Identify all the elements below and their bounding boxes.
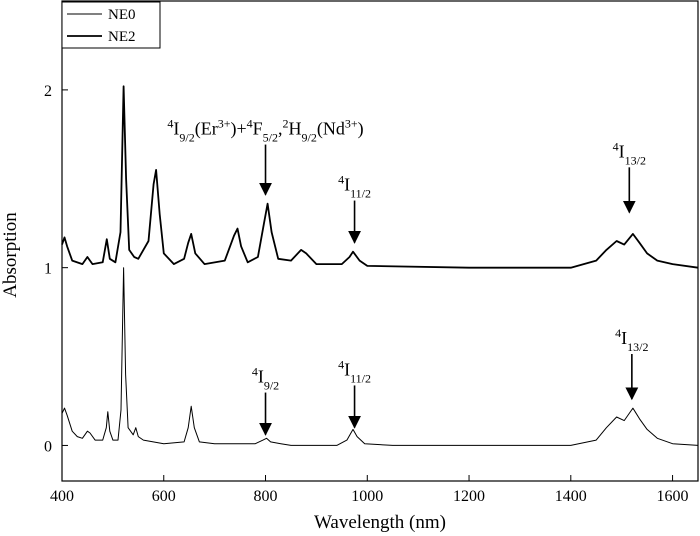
annotation: 4I9/2: [252, 365, 279, 393]
annotation-part: (Nd: [317, 119, 345, 140]
annotation-part: ): [358, 119, 364, 140]
legend-box: [61, 1, 161, 49]
x-axis-label: Wavelength (nm): [314, 512, 446, 533]
annotation-part: I: [173, 119, 179, 139]
annotation-part: I: [344, 359, 350, 379]
annotation-part: 4: [167, 117, 173, 131]
annotation-part: (Er: [195, 119, 218, 140]
annotation-part: 4: [613, 139, 619, 153]
annotation: 4I13/2: [615, 326, 648, 354]
annotation-part: ,: [278, 119, 283, 139]
series-line: [61, 267, 699, 446]
annotation-part: F: [253, 119, 263, 139]
annotation-part: H: [289, 119, 302, 139]
y-tick-label: 2: [44, 83, 52, 100]
y-tick-label: 1: [44, 261, 52, 278]
legend-label: NE2: [108, 29, 136, 45]
annotation: 4I9/2(Er3+)+4F5/2,2H9/2(Nd3+): [167, 117, 363, 145]
annotation-part: 3+: [218, 117, 231, 131]
annotation-part: 13/2: [625, 153, 646, 167]
annotation-part: 11/2: [350, 371, 371, 385]
annotation-part: 2: [283, 117, 289, 131]
plot-frame: [61, 0, 699, 482]
annotation-part: )+: [231, 119, 247, 140]
x-tick-label: 600: [152, 488, 176, 505]
legend-label: NE0: [108, 7, 136, 23]
annotation-part: 4: [338, 173, 344, 187]
annotation-part: 9/2: [264, 379, 279, 393]
annotation: 4I11/2: [338, 357, 371, 385]
y-tick-label: 0: [44, 438, 52, 455]
annotation-part: I: [619, 141, 625, 161]
annotation-part: 3+: [345, 117, 358, 131]
x-tick-label: 1400: [555, 488, 587, 505]
x-tick-label: 800: [254, 488, 278, 505]
annotation-part: I: [344, 175, 350, 195]
annotation-part: 11/2: [350, 187, 371, 201]
annotation-part: 4: [615, 326, 621, 340]
series-line: [61, 85, 699, 269]
annotation-part: 4: [338, 357, 344, 371]
y-axis-label: Absorption: [0, 212, 21, 298]
x-tick-label: 1600: [657, 488, 689, 505]
annotation-part: I: [258, 367, 264, 387]
annotation: 4I13/2: [613, 139, 646, 167]
annotation-part: 4: [252, 365, 258, 379]
annotation: 4I11/2: [338, 173, 371, 201]
annotation-part: 9/2: [302, 131, 317, 145]
x-tick-label: 1000: [351, 488, 383, 505]
annotation-part: 9/2: [179, 131, 194, 145]
x-tick-label: 400: [50, 488, 74, 505]
annotation-part: 5/2: [263, 131, 278, 145]
x-tick-label: 1200: [453, 488, 485, 505]
annotation-part: 4: [247, 117, 253, 131]
annotation-part: I: [621, 328, 627, 348]
annotation-part: 13/2: [627, 340, 648, 354]
